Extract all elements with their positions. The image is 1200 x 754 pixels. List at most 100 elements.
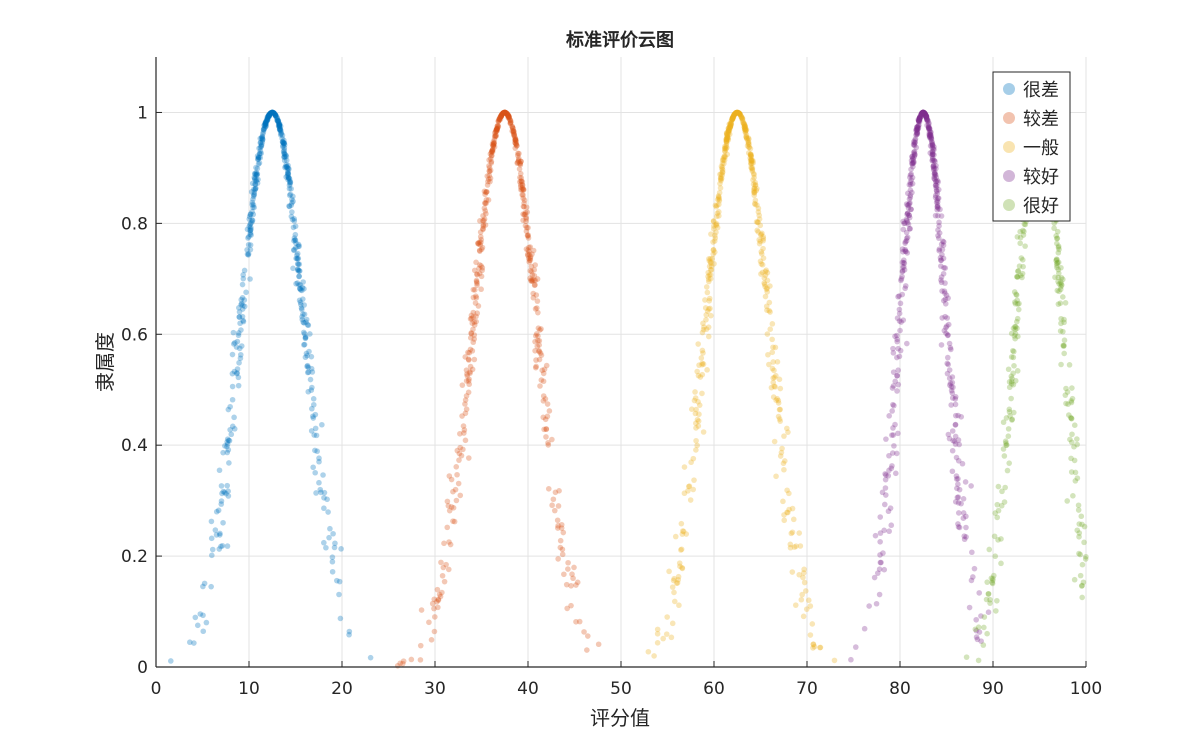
scatter-point: [930, 163, 937, 170]
scatter-point: [889, 408, 895, 414]
scatter-point: [949, 390, 956, 396]
scatter-point: [329, 568, 336, 575]
scatter-point: [686, 483, 693, 489]
scatter-point: [956, 486, 963, 493]
scatter-point: [911, 149, 917, 156]
scatter-point: [923, 114, 930, 120]
scatter-point: [280, 142, 286, 149]
scatter-point: [960, 510, 967, 516]
scatter-point: [321, 494, 327, 501]
scatter-point: [786, 506, 792, 513]
scatter-point: [523, 214, 529, 221]
scatter-point: [520, 217, 526, 224]
scatter-point: [1013, 292, 1020, 298]
scatter-point: [768, 384, 775, 391]
scatter-point: [501, 109, 507, 116]
scatter-point: [916, 119, 922, 125]
scatter-point: [1079, 582, 1085, 589]
scatter-point: [464, 371, 470, 377]
scatter-point: [726, 121, 733, 127]
scatter-point: [787, 544, 794, 551]
scatter-point: [519, 186, 525, 193]
scatter-point: [1078, 513, 1085, 520]
scatter-point: [921, 109, 927, 116]
scatter-point: [897, 327, 903, 334]
scatter-point: [308, 365, 315, 372]
scatter-point: [752, 197, 759, 204]
scatter-point: [723, 138, 730, 144]
scatter-point: [549, 436, 555, 443]
scatter-point: [896, 353, 903, 360]
scatter-point: [531, 277, 537, 283]
scatter-point: [288, 213, 295, 220]
scatter-point: [731, 111, 738, 117]
scatter-point: [737, 112, 744, 119]
scatter-point: [907, 172, 914, 178]
scatter-point: [268, 109, 274, 116]
scatter-point: [281, 137, 287, 144]
scatter-point: [517, 162, 524, 168]
scatter-point: [251, 189, 258, 195]
scatter-point: [748, 157, 754, 163]
scatter-point: [681, 490, 688, 497]
scatter-point: [903, 238, 910, 244]
scatter-point: [929, 143, 936, 149]
scatter-point: [1014, 318, 1020, 325]
scatter-point: [467, 335, 474, 341]
scatter-point: [914, 130, 920, 137]
scatter-point: [780, 498, 786, 505]
scatter-point: [278, 127, 284, 134]
scatter-point: [488, 149, 495, 156]
scatter-point: [920, 109, 926, 116]
scatter-point: [521, 211, 528, 218]
scatter-point: [248, 189, 255, 195]
scatter-point: [916, 116, 923, 122]
scatter-point: [918, 110, 925, 116]
scatter-point: [751, 171, 757, 178]
scatter-point: [723, 140, 730, 146]
scatter-point: [718, 176, 724, 183]
scatter-point: [512, 137, 519, 144]
scatter-point: [759, 261, 766, 268]
scatter-point: [301, 341, 308, 348]
scatter-point: [285, 168, 291, 174]
scatter-point: [494, 126, 500, 132]
scatter-point: [916, 117, 922, 124]
scatter-point: [1063, 400, 1069, 407]
scatter-point: [492, 132, 498, 139]
scatter-point: [882, 476, 889, 483]
scatter-point: [750, 181, 757, 187]
scatter-point: [994, 597, 1000, 604]
scatter-point: [902, 238, 909, 245]
scatter-point: [934, 188, 940, 195]
scatter-point: [269, 109, 276, 116]
scatter-point: [209, 546, 216, 553]
scatter-point: [899, 273, 905, 280]
scatter-point: [536, 356, 543, 363]
scatter-point: [1015, 274, 1021, 280]
scatter-point: [810, 641, 817, 647]
scatter-point: [931, 173, 938, 180]
scatter-point: [224, 449, 231, 456]
scatter-point: [741, 121, 747, 128]
scatter-point: [699, 329, 706, 336]
scatter-point: [705, 273, 711, 280]
scatter-point: [952, 433, 959, 440]
scatter-point: [1083, 553, 1089, 560]
scatter-point: [1005, 366, 1012, 373]
scatter-point: [277, 127, 283, 133]
scatter-point: [289, 216, 296, 223]
scatter-point: [719, 164, 726, 170]
legend-marker: [1003, 170, 1015, 182]
scatter-point: [748, 165, 755, 172]
scatter-point: [954, 494, 961, 501]
scatter-point: [970, 574, 976, 580]
scatter-point: [239, 281, 246, 288]
scatter-point: [269, 109, 276, 116]
scatter-point: [703, 284, 710, 290]
scatter-point: [282, 163, 289, 170]
scatter-point: [975, 657, 982, 664]
scatter-point: [260, 126, 267, 133]
scatter-point: [276, 121, 282, 128]
scatter-point: [286, 203, 292, 209]
